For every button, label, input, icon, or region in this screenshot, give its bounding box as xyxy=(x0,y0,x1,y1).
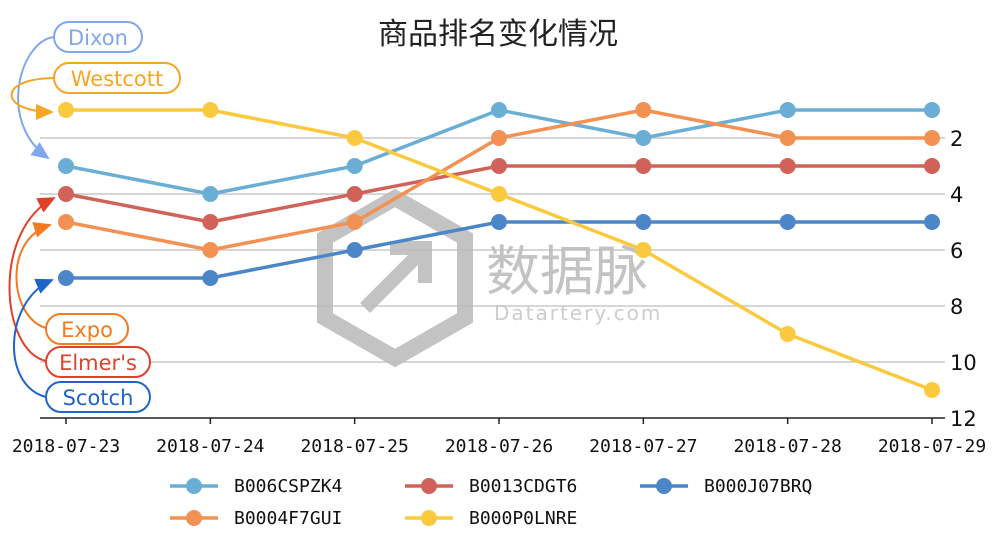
data-point xyxy=(58,102,74,118)
annotation-tags: Dixon Westcott Expo Elmer's Scotch xyxy=(45,21,181,413)
x-tick-label: 2018-07-27 xyxy=(589,436,697,457)
legend-label: B000J07BRQ xyxy=(704,476,812,497)
legend-label: B0013CDGT6 xyxy=(469,476,577,497)
legend: B006CSPZK4 B0013CDGT6 B000J07BRQ B0004F7GUI… xyxy=(170,476,812,529)
data-point xyxy=(346,130,363,146)
annotation-arrows xyxy=(8,36,57,398)
series-B006CSPZK4 xyxy=(58,102,940,202)
legend-label: B0004F7GUI xyxy=(234,508,342,529)
data-point xyxy=(779,102,796,118)
series-line xyxy=(65,108,932,196)
dixon-arrow xyxy=(17,36,57,160)
data-point xyxy=(491,158,507,174)
legend-label: B006CSPZK4 xyxy=(234,476,342,497)
data-point xyxy=(346,242,363,258)
elmers-arrow xyxy=(8,197,56,362)
data-point xyxy=(924,214,940,230)
data-point xyxy=(202,242,219,258)
data-point xyxy=(924,158,940,174)
dixon-tag: Dixon xyxy=(53,21,143,53)
elmers-tag: Elmer's xyxy=(45,346,151,378)
data-point xyxy=(779,130,796,146)
watermark: 数据脉 Datartery.com xyxy=(317,188,662,368)
series-group xyxy=(58,102,940,398)
westcott-label: Westcott xyxy=(71,67,164,91)
y-tick-label: 12 xyxy=(950,407,977,431)
data-point xyxy=(779,214,796,230)
x-tick-label: 2018-07-23 xyxy=(12,436,120,457)
data-point xyxy=(346,186,363,202)
x-tick-label: 2018-07-24 xyxy=(156,436,264,457)
watermark-main: 数据脉 xyxy=(486,240,648,303)
watermark-sub: Datartery.com xyxy=(494,301,662,325)
data-point xyxy=(491,130,507,146)
watermark-logo xyxy=(317,188,473,368)
westcott-tag: Westcott xyxy=(53,62,181,94)
axes: 2 4 6 8 10 12 2018-07-23 2018-07-24 2018-07-25 20… xyxy=(12,127,986,457)
y-tick-label: 6 xyxy=(950,239,963,263)
data-point xyxy=(924,382,940,398)
series-B000J07BRQ xyxy=(58,214,940,286)
elmers-label: Elmer's xyxy=(59,351,137,375)
legend-label: B000P0LNRE xyxy=(469,508,577,529)
data-point xyxy=(58,270,74,286)
data-point xyxy=(202,102,219,118)
data-point xyxy=(491,102,507,118)
scotch-tag: Scotch xyxy=(45,381,151,413)
y-tick-label: 10 xyxy=(950,351,977,375)
data-point xyxy=(924,130,940,146)
data-point xyxy=(346,214,363,230)
y-tick-label: 2 xyxy=(950,127,963,151)
legend-swatch-marker xyxy=(421,478,437,494)
data-point xyxy=(635,214,652,230)
series-B0013CDGT6 xyxy=(58,158,940,230)
data-point xyxy=(58,186,74,202)
data-point xyxy=(491,214,507,230)
dixon-label: Dixon xyxy=(68,26,128,50)
legend-swatch-marker xyxy=(186,510,202,526)
legend-item-B000J07BRQ: B000J07BRQ xyxy=(640,476,812,497)
x-tick-label: 2018-07-25 xyxy=(300,436,408,457)
data-point xyxy=(346,158,363,174)
data-point xyxy=(635,242,652,258)
data-point xyxy=(491,186,507,202)
legend-item-B006CSPZK4: B006CSPZK4 xyxy=(170,476,342,497)
y-tick-label: 8 xyxy=(950,295,963,319)
scotch-label: Scotch xyxy=(63,386,134,410)
data-point xyxy=(202,214,219,230)
legend-item-B000P0LNRE: B000P0LNRE xyxy=(405,508,577,529)
legend-item-B0013CDGT6: B0013CDGT6 xyxy=(405,476,577,497)
westcott-arrow xyxy=(10,77,57,120)
data-point xyxy=(779,326,796,342)
series-B000P0LNRE xyxy=(58,102,940,398)
data-point xyxy=(58,158,74,174)
data-point xyxy=(202,270,219,286)
data-point xyxy=(58,214,74,230)
data-point xyxy=(635,158,652,174)
data-point xyxy=(779,158,796,174)
y-tick-label: 4 xyxy=(950,183,963,207)
x-tick-label: 2018-07-29 xyxy=(878,436,986,457)
scotch-arrow xyxy=(13,278,54,398)
expo-label: Expo xyxy=(61,318,113,342)
data-point xyxy=(635,130,652,146)
data-point xyxy=(635,102,652,118)
chart-title: 商品排名变化情况 xyxy=(378,17,618,52)
data-point xyxy=(202,186,219,202)
legend-item-B0004F7GUI: B0004F7GUI xyxy=(170,508,342,529)
x-tick-label: 2018-07-28 xyxy=(733,436,841,457)
expo-arrow xyxy=(15,222,52,329)
x-tick-label: 2018-07-26 xyxy=(445,436,553,457)
data-point xyxy=(924,102,940,118)
series-B0004F7GUI xyxy=(58,102,940,258)
legend-swatch-marker xyxy=(656,478,672,494)
expo-tag: Expo xyxy=(45,313,129,345)
legend-swatch-marker xyxy=(421,510,437,526)
legend-swatch-marker xyxy=(186,478,202,494)
